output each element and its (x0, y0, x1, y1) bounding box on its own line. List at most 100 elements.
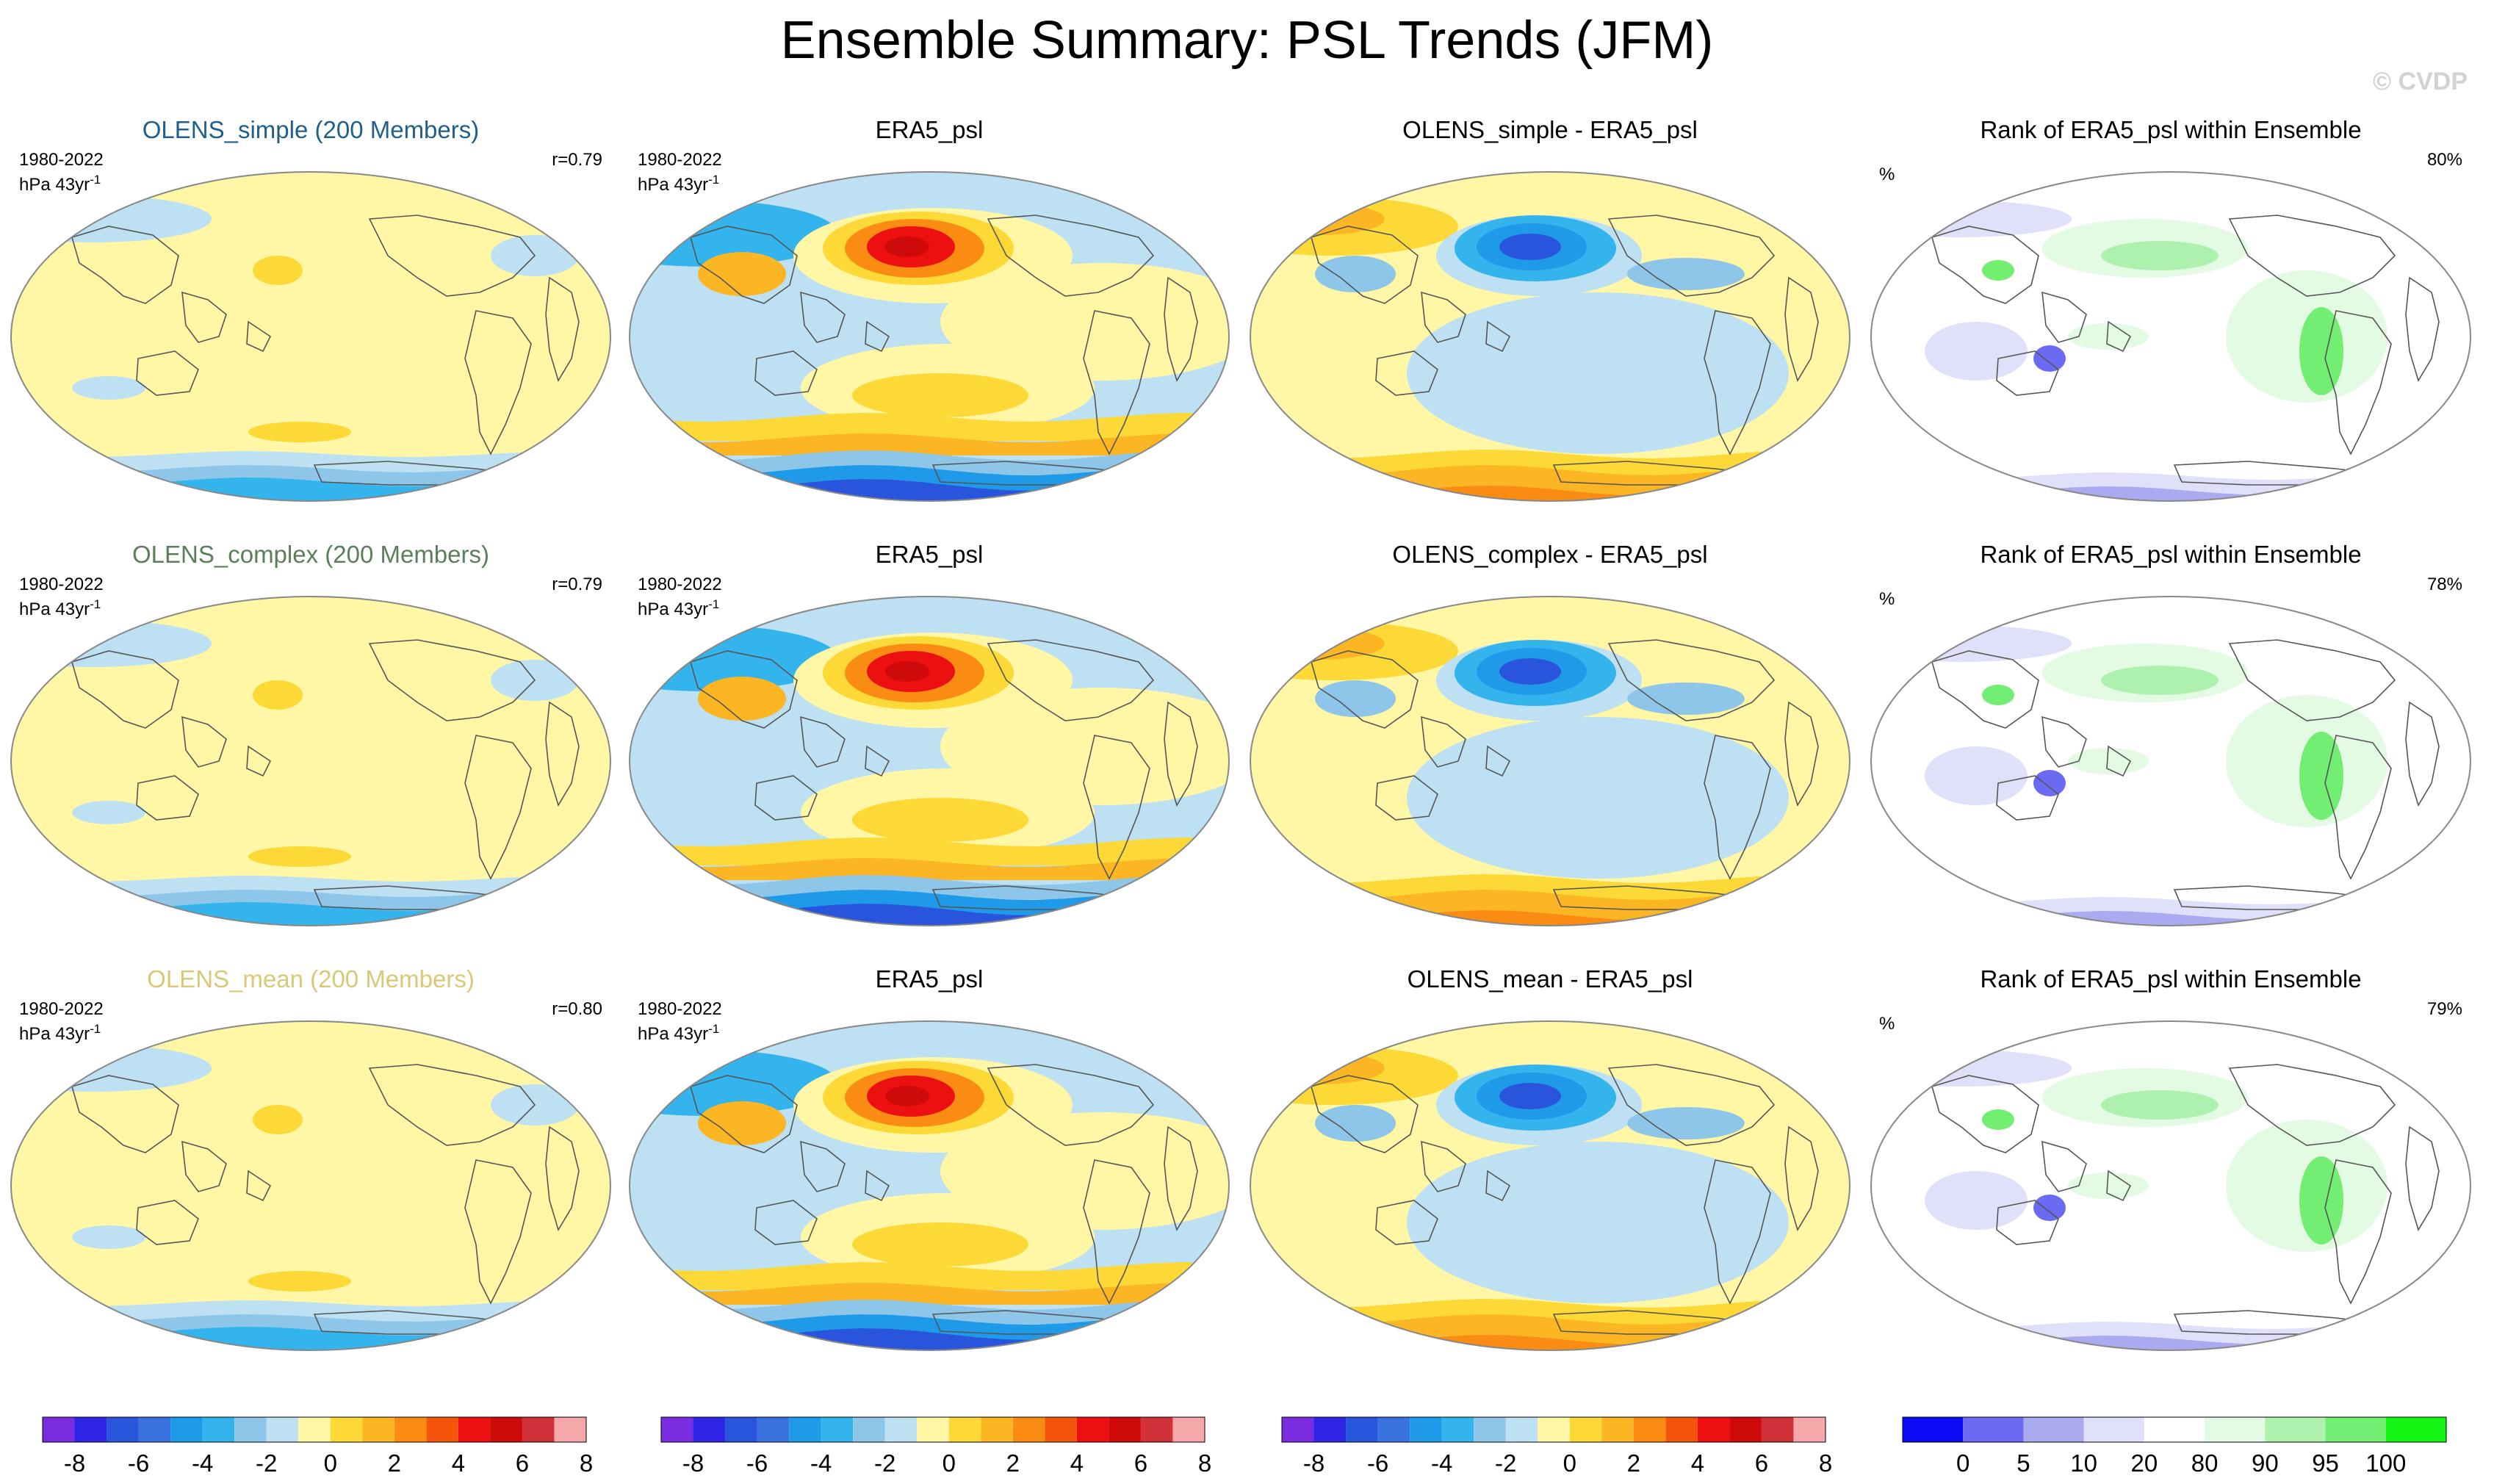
units-exponent: -1 (708, 1022, 720, 1036)
colorbar-swatch (2023, 1417, 2084, 1442)
coastline-outline (987, 1064, 1155, 1146)
coastline-outline (2228, 1064, 2396, 1146)
asia-high-region (698, 677, 786, 721)
coastline-outline (181, 291, 227, 343)
colorbar-swatch (1282, 1417, 1314, 1442)
colorbar-swatch (1410, 1417, 1442, 1442)
units-label: hPa 43yr-1 (638, 1019, 722, 1044)
colorbar-swatch (1903, 1417, 1964, 1442)
south-pacific-high-2 (852, 798, 1028, 842)
coastline-outline (71, 226, 179, 304)
rank-panel: Rank of ERA5_psl within Ensemble% 79% (1866, 965, 2476, 1377)
pacific-high-region (253, 1105, 303, 1134)
percent-symbol: % (1879, 1014, 1895, 1034)
coastline-outline (800, 1140, 846, 1192)
period-label: 1980-2022 (638, 999, 722, 1019)
southern-positive-band (630, 838, 1229, 865)
cvdp-watermark: © CVDP (2373, 68, 2468, 96)
colorbar-tick-label: 8 (1198, 1449, 1211, 1477)
coastline-outline (1704, 735, 1771, 880)
units-exponent: -1 (90, 1022, 101, 1036)
colorbar-swatch (1729, 1417, 1762, 1442)
rank-panel: Rank of ERA5_psl within Ensemble% 78% (1866, 541, 2476, 952)
map-outline (1870, 171, 2471, 502)
north-pacific-low-core (1499, 658, 1561, 685)
coastline-outline (690, 1075, 798, 1153)
colorbar-swatch (330, 1417, 363, 1442)
asia-low-region (1315, 680, 1396, 717)
colorbar-swatch (1538, 1417, 1570, 1442)
colorbar-tick-label: 0 (943, 1449, 956, 1477)
model-map (10, 1020, 611, 1351)
colorbar-tick-label: 95 (2312, 1449, 2339, 1477)
south-pacific-high-2 (852, 373, 1028, 417)
colorbar-swatch (981, 1417, 1013, 1442)
coastline-outline (1375, 350, 1438, 396)
colorbar-swatch (1601, 1417, 1634, 1442)
south-pacific-rank-region (2068, 748, 2149, 774)
coastline-outline (1996, 1200, 2059, 1245)
coastline-outline (368, 1064, 536, 1146)
coastline-outline (754, 775, 818, 821)
panel-title: OLENS_simple (200 Members) (142, 116, 480, 143)
map-outline (10, 171, 611, 502)
colorbar-swatch (661, 1417, 693, 1442)
coastline-outline (368, 215, 536, 297)
colorbar-tick-label: 0 (1563, 1449, 1576, 1477)
pacific-high-rank-inner (2101, 666, 2219, 695)
coastline-outline (1421, 1140, 1466, 1192)
colorbar-swatch (2205, 1417, 2266, 1442)
colorbar-swatch (1633, 1417, 1666, 1442)
trend-colorbar: -8 -6 -4 -2 0 2 4 6 8 (1281, 1416, 1832, 1477)
coastline-outline (71, 650, 179, 729)
colorbar-swatch (1569, 1417, 1602, 1442)
colorbar-swatch (821, 1417, 854, 1442)
period-units-label: 1980-2022 hPa 43yr-1 (638, 999, 722, 1044)
colorbar-tick-label: 90 (2252, 1449, 2279, 1477)
period-units-label: 1980-2022 hPa 43yr-1 (19, 150, 104, 195)
coastline-outline (1164, 1125, 1198, 1231)
coastline-outline (181, 716, 227, 768)
southern-positive-band (630, 1262, 1229, 1290)
rank-percent-label: 80% (2426, 150, 2462, 170)
coastline-outline (1311, 226, 1419, 304)
asia-high-region (698, 1101, 786, 1145)
panel-title: OLENS_complex (200 Members) (131, 541, 489, 568)
southern-band-1 (630, 1300, 1229, 1324)
diff-panel: OLENS_mean - ERA5_psl (1245, 965, 1855, 1377)
coastline-outline (2228, 639, 2396, 721)
obs-panel: ERA5_psl 1980-2022 hPa 43yr-1 (624, 965, 1234, 1377)
colorbar-swatch (1441, 1417, 1474, 1442)
coastline-outline (136, 775, 199, 821)
obs-panel: ERA5_psl 1980-2022 hPa 43yr-1 (624, 116, 1234, 527)
coastline-outline (1607, 215, 1776, 297)
period-label: 1980-2022 (19, 999, 104, 1019)
colorbar-tick-label: -4 (1431, 1449, 1452, 1477)
indian-low-rank-region (1925, 746, 2028, 805)
panel-title: ERA5_psl (875, 541, 984, 568)
colorbar-swatch (725, 1417, 757, 1442)
colorbar-tick-label: 4 (1070, 1449, 1084, 1477)
period-units-label: 1980-2022 hPa 43yr-1 (19, 999, 104, 1044)
coastline-outline (1421, 716, 1466, 768)
southern-positive-band (1250, 1299, 1850, 1325)
north-pacific-high-core (885, 661, 929, 682)
colorbar-swatch (1012, 1417, 1045, 1442)
coastline-outline (1996, 775, 2059, 821)
coastline-outline (1375, 1200, 1438, 1245)
period-label: 1980-2022 (19, 574, 104, 594)
map-outline (10, 596, 611, 926)
trend-colorbar: -8 -6 -4 -2 0 2 4 6 8 (42, 1416, 593, 1477)
coastline-outline (1164, 276, 1198, 382)
panel-title: Rank of ERA5_psl within Ensemble (1980, 116, 2362, 143)
rank-percent-label: 78% (2426, 574, 2462, 594)
units-base: hPa 43yr (19, 599, 90, 619)
asia-rank-region (1982, 260, 2014, 281)
colorbar-swatch (1697, 1417, 1730, 1442)
colorbar-swatch (1109, 1417, 1141, 1442)
coastline-outline (865, 1170, 890, 1202)
coastline-outline (246, 320, 272, 353)
coastline-outline (464, 1159, 532, 1305)
coastline-outline (545, 1125, 580, 1231)
coastline-outline (690, 650, 798, 729)
